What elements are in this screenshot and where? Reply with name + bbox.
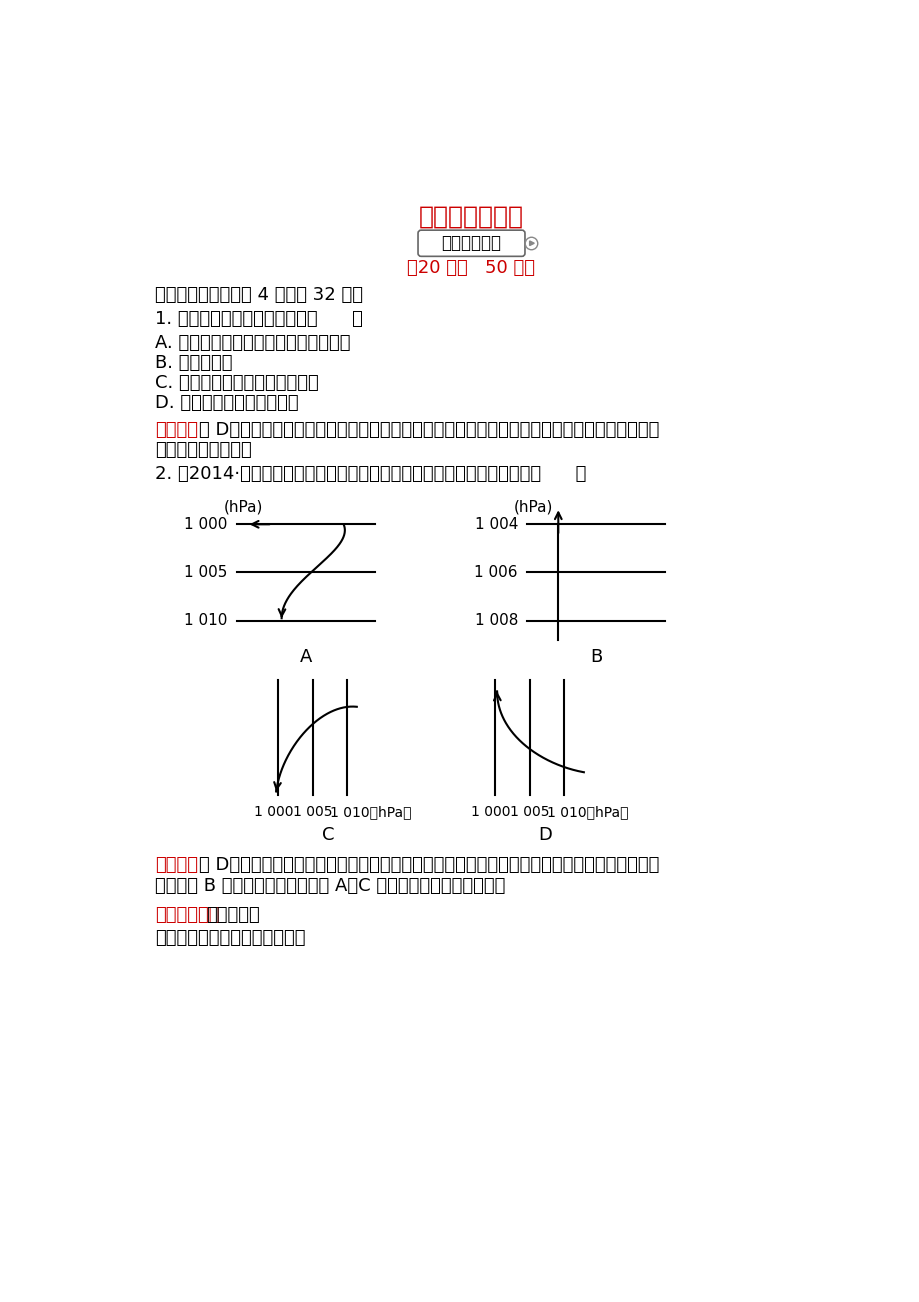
Text: 1 005: 1 005 [292, 805, 332, 819]
Text: B. 地转偏向力: B. 地转偏向力 [155, 354, 233, 371]
Text: 1 005: 1 005 [184, 565, 227, 579]
Text: 交，图中 B 风向与等压线垂直，而 A、C 风向向左偏，偏转方向错。: 交，图中 B 风向与等压线垂直，而 A、C 风向向左偏，偏转方向错。 [155, 878, 505, 896]
Text: 1 004: 1 004 [474, 517, 517, 531]
Text: 1 010（hPa）: 1 010（hPa） [330, 805, 411, 819]
Text: 1 006: 1 006 [474, 565, 517, 579]
Text: (hPa): (hPa) [514, 499, 553, 514]
Text: 1 005: 1 005 [509, 805, 549, 819]
Text: 大气的水平运动: 大气的水平运动 [418, 204, 524, 228]
Text: B: B [589, 647, 602, 665]
Text: A: A [300, 647, 312, 665]
Text: 1 000: 1 000 [254, 805, 293, 819]
Text: (hPa): (hPa) [223, 499, 263, 514]
Text: 风向，不影响风速。: 风向，不影响风速。 [155, 441, 252, 460]
Text: C. 水平气压梯度力和地转偏向力: C. 水平气压梯度力和地转偏向力 [155, 374, 319, 392]
Text: A. 地球自转产生的地转偏向力和摩擦力: A. 地球自转产生的地转偏向力和摩擦力 [155, 333, 350, 352]
Text: 1 008: 1 008 [474, 613, 517, 628]
Text: 1 010: 1 010 [184, 613, 227, 628]
Text: 选 D。在影响风形成的三个力中，水平气压梯度力和摩擦力可以影响风速，而地转偏向力只影响: 选 D。在影响风形成的三个力中，水平气压梯度力和摩擦力可以影响风速，而地转偏向力… [199, 422, 658, 439]
Text: 基础巳固训练: 基础巳固训练 [441, 234, 501, 253]
Text: D: D [538, 827, 551, 845]
FancyBboxPatch shape [417, 230, 525, 256]
Text: 三步画风向: 三步画风向 [206, 906, 259, 923]
Text: 1 000: 1 000 [184, 517, 227, 531]
Text: 第一步：画出水平气压梯度力；: 第一步：画出水平气压梯度力； [155, 928, 305, 947]
Text: 一、选择题（每小题 4 分，共 32 分）: 一、选择题（每小题 4 分，共 32 分） [155, 286, 363, 303]
Text: 【解析】: 【解析】 [155, 422, 199, 439]
Text: 选 D。北半球近地面风向受水平气压梯度力、地转偏向力和摩擦力三力的影响，风向与等压线斜: 选 D。北半球近地面风向受水平气压梯度力、地转偏向力和摩擦力三力的影响，风向与等… [199, 855, 658, 874]
Text: 2. （2014·沈阳高一检测）下列四幅图能正确反映北半球近地面风向的是（      ）: 2. （2014·沈阳高一检测）下列四幅图能正确反映北半球近地面风向的是（ ） [155, 465, 586, 483]
Text: D. 水平气压梯度力和摩擦力: D. 水平气压梯度力和摩擦力 [155, 393, 299, 411]
Text: 1 000: 1 000 [471, 805, 510, 819]
Polygon shape [529, 241, 534, 246]
Text: C: C [322, 827, 334, 845]
Text: 【解析】: 【解析】 [155, 855, 199, 874]
Text: 1 010（hPa）: 1 010（hPa） [547, 805, 628, 819]
Text: （20 分钟   50 分）: （20 分钟 50 分） [407, 259, 535, 277]
Text: 【方法技巧】: 【方法技巧】 [155, 906, 220, 923]
Text: 1. 影响近地面风送的力有哪些（      ）: 1. 影响近地面风送的力有哪些（ ） [155, 310, 363, 328]
